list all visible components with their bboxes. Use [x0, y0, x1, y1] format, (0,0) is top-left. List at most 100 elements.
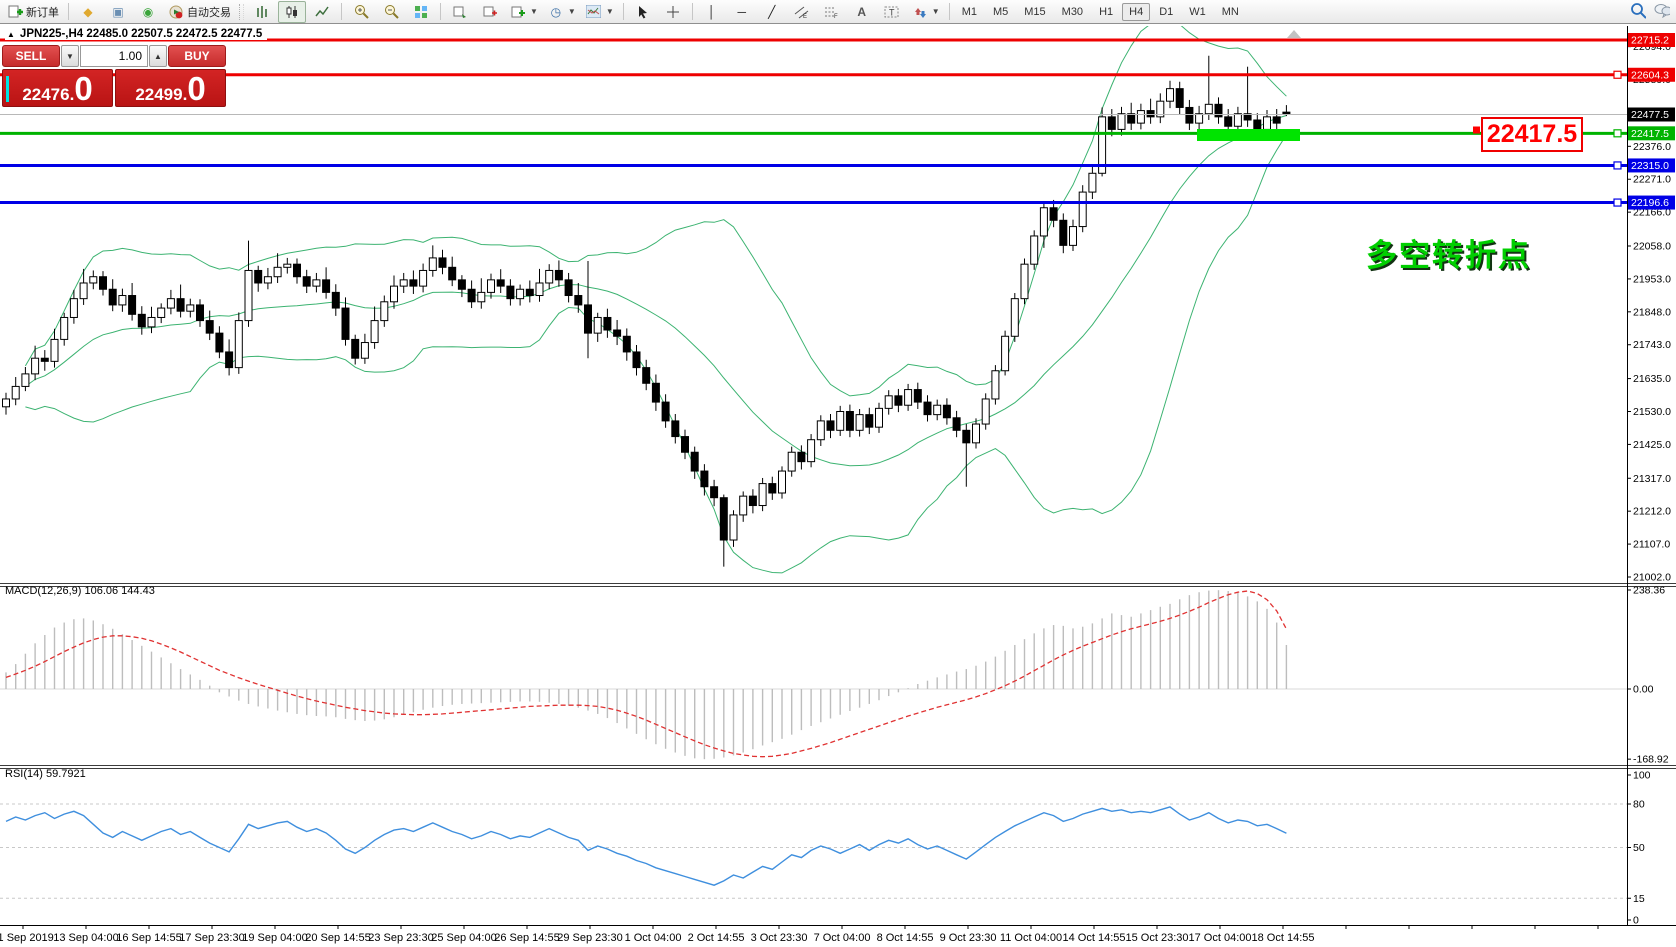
text-tool[interactable]: A	[848, 1, 876, 23]
toolbar-grip	[239, 3, 244, 20]
support-highlight-rect	[1197, 129, 1300, 141]
separator	[948, 3, 950, 20]
symbol-ohlc-title: JPN225-,H4 22485.0 22507.5 22472.5 22477…	[19, 28, 263, 40]
tile-windows-button[interactable]	[407, 1, 435, 23]
svg-text:19 Sep 04:00: 19 Sep 04:00	[242, 932, 307, 944]
sell-price-dot: .	[69, 85, 75, 104]
metaeditor-button[interactable]: ◆	[74, 1, 102, 23]
fibonacci-tool[interactable]: F	[818, 1, 846, 23]
volume-input[interactable]	[80, 45, 148, 67]
bar-chart-icon	[254, 4, 270, 20]
svg-text:22715.2: 22715.2	[1631, 35, 1669, 47]
buy-price-dot: .	[182, 85, 188, 104]
sell-price-box[interactable]: 22476. 0	[2, 69, 113, 107]
clock-icon: ◷	[550, 4, 562, 19]
channel-tool[interactable]: E	[788, 1, 816, 23]
signals-button[interactable]: ◉	[134, 1, 162, 23]
tf-h1-button[interactable]: H1	[1099, 5, 1114, 18]
macd-panel	[0, 590, 1627, 760]
tile-windows-icon	[413, 4, 429, 20]
new-order-button[interactable]: 新订单	[3, 1, 63, 23]
svg-text:80: 80	[1633, 799, 1645, 811]
horizontal-price-lines	[0, 38, 1627, 205]
bar-chart-button[interactable]	[248, 1, 276, 23]
tf-d1-button[interactable]: D1	[1159, 5, 1174, 18]
arrows-dropdown[interactable]: ▼	[908, 1, 944, 23]
new-chart-icon	[510, 4, 526, 20]
trendline-icon: ╱	[768, 4, 776, 19]
tf-m15-button[interactable]: M15	[1024, 5, 1046, 18]
collapse-panel-icon[interactable]: ▲	[7, 29, 15, 39]
vertical-line-tool[interactable]: │	[698, 1, 726, 23]
arrange-charts-icon	[452, 4, 468, 20]
tf-m30-button[interactable]: M30	[1061, 5, 1084, 18]
callout-anchor-handle	[1473, 126, 1480, 134]
template-dropdown[interactable]: ▼	[582, 1, 618, 23]
volume-increase-button[interactable]: ▲	[149, 45, 167, 67]
svg-text:22376.0: 22376.0	[1633, 141, 1671, 153]
svg-text:2 Oct 14:55: 2 Oct 14:55	[688, 932, 745, 944]
svg-text:22271.0: 22271.0	[1633, 174, 1671, 186]
horizontal-line-tool[interactable]: ─	[728, 1, 756, 23]
text-icon: A	[857, 4, 867, 19]
svg-text:E: E	[803, 14, 807, 19]
zoom-out-button[interactable]	[377, 1, 405, 23]
cursor-button[interactable]	[629, 1, 657, 23]
tf-w1-button[interactable]: W1	[1189, 5, 1206, 18]
svg-text:1 Oct 04:00: 1 Oct 04:00	[625, 932, 682, 944]
text-label-icon: T	[884, 4, 900, 20]
svg-text:15: 15	[1633, 893, 1645, 905]
buy-price-main: 22499	[135, 85, 183, 104]
line-chart-button[interactable]	[308, 1, 336, 23]
signals-icon: ◉	[142, 4, 154, 19]
dropdown-arrow-icon: ▼	[567, 7, 576, 16]
new-chart-dropdown[interactable]: ▼	[506, 1, 542, 23]
main-price-chart	[2, 26, 1291, 574]
tf-mn-button[interactable]: MN	[1221, 5, 1239, 18]
track-chart-button[interactable]	[476, 1, 504, 23]
svg-text:22604.3: 22604.3	[1631, 69, 1669, 81]
template-icon	[586, 4, 602, 20]
trendline-tool[interactable]: ╱	[758, 1, 786, 23]
svg-text:21953.0: 21953.0	[1633, 273, 1671, 285]
rsi-line	[5, 806, 1287, 886]
arrange-charts-button[interactable]	[446, 1, 474, 23]
profiles-dropdown[interactable]: ◷ ▼	[544, 1, 580, 23]
price-axis: 22694.022589.022376.022271.022166.022058…	[1627, 33, 1675, 584]
price-callout-label[interactable]: 22417.5	[1481, 117, 1583, 152]
separator	[691, 3, 693, 20]
svg-text:20 Sep 14:55: 20 Sep 14:55	[305, 932, 370, 944]
svg-text:29 Sep 23:30: 29 Sep 23:30	[557, 932, 622, 944]
sell-button[interactable]: SELL	[2, 45, 60, 67]
tf-m5-button[interactable]: M5	[992, 5, 1009, 18]
text-label-tool[interactable]: T	[878, 1, 906, 23]
svg-text:F: F	[834, 14, 838, 19]
terminal-button[interactable]: ▣	[104, 1, 132, 23]
svg-text:16 Sep 14:55: 16 Sep 14:55	[116, 932, 181, 944]
chart-shift-marker	[1287, 30, 1301, 38]
tf-h4-button[interactable]: H4	[1122, 2, 1151, 21]
candlestick-chart-button[interactable]	[278, 0, 306, 23]
buy-button[interactable]: BUY	[168, 45, 226, 67]
autotrade-button[interactable]: 自动交易	[164, 1, 235, 23]
search-icon[interactable]	[1630, 2, 1646, 19]
rsi-axis: 100 80 50 15 0	[1627, 770, 1651, 927]
volume-decrease-button[interactable]: ▼	[61, 45, 79, 67]
crosshair-button[interactable]	[659, 1, 687, 23]
chart-symbol-header[interactable]: ▲ JPN225-,H4 22485.0 22507.5 22472.5 224…	[5, 28, 268, 40]
chat-icon[interactable]	[1654, 2, 1670, 18]
tf-m1-button[interactable]: M1	[961, 5, 977, 18]
turning-point-annotation[interactable]: 多空转折点	[1366, 238, 1531, 273]
svg-text:23 Sep 23:30: 23 Sep 23:30	[368, 932, 433, 944]
buy-price-box[interactable]: 22499. 0	[115, 69, 226, 107]
crosshair-icon	[665, 4, 681, 20]
tick-direction-marker	[6, 76, 9, 102]
horizontal-line-icon: ─	[737, 4, 747, 19]
svg-text:0: 0	[1633, 915, 1639, 927]
separator	[440, 3, 441, 20]
svg-text:11 Sep 2019: 11 Sep 2019	[0, 932, 54, 944]
zoom-in-button[interactable]	[347, 1, 375, 23]
